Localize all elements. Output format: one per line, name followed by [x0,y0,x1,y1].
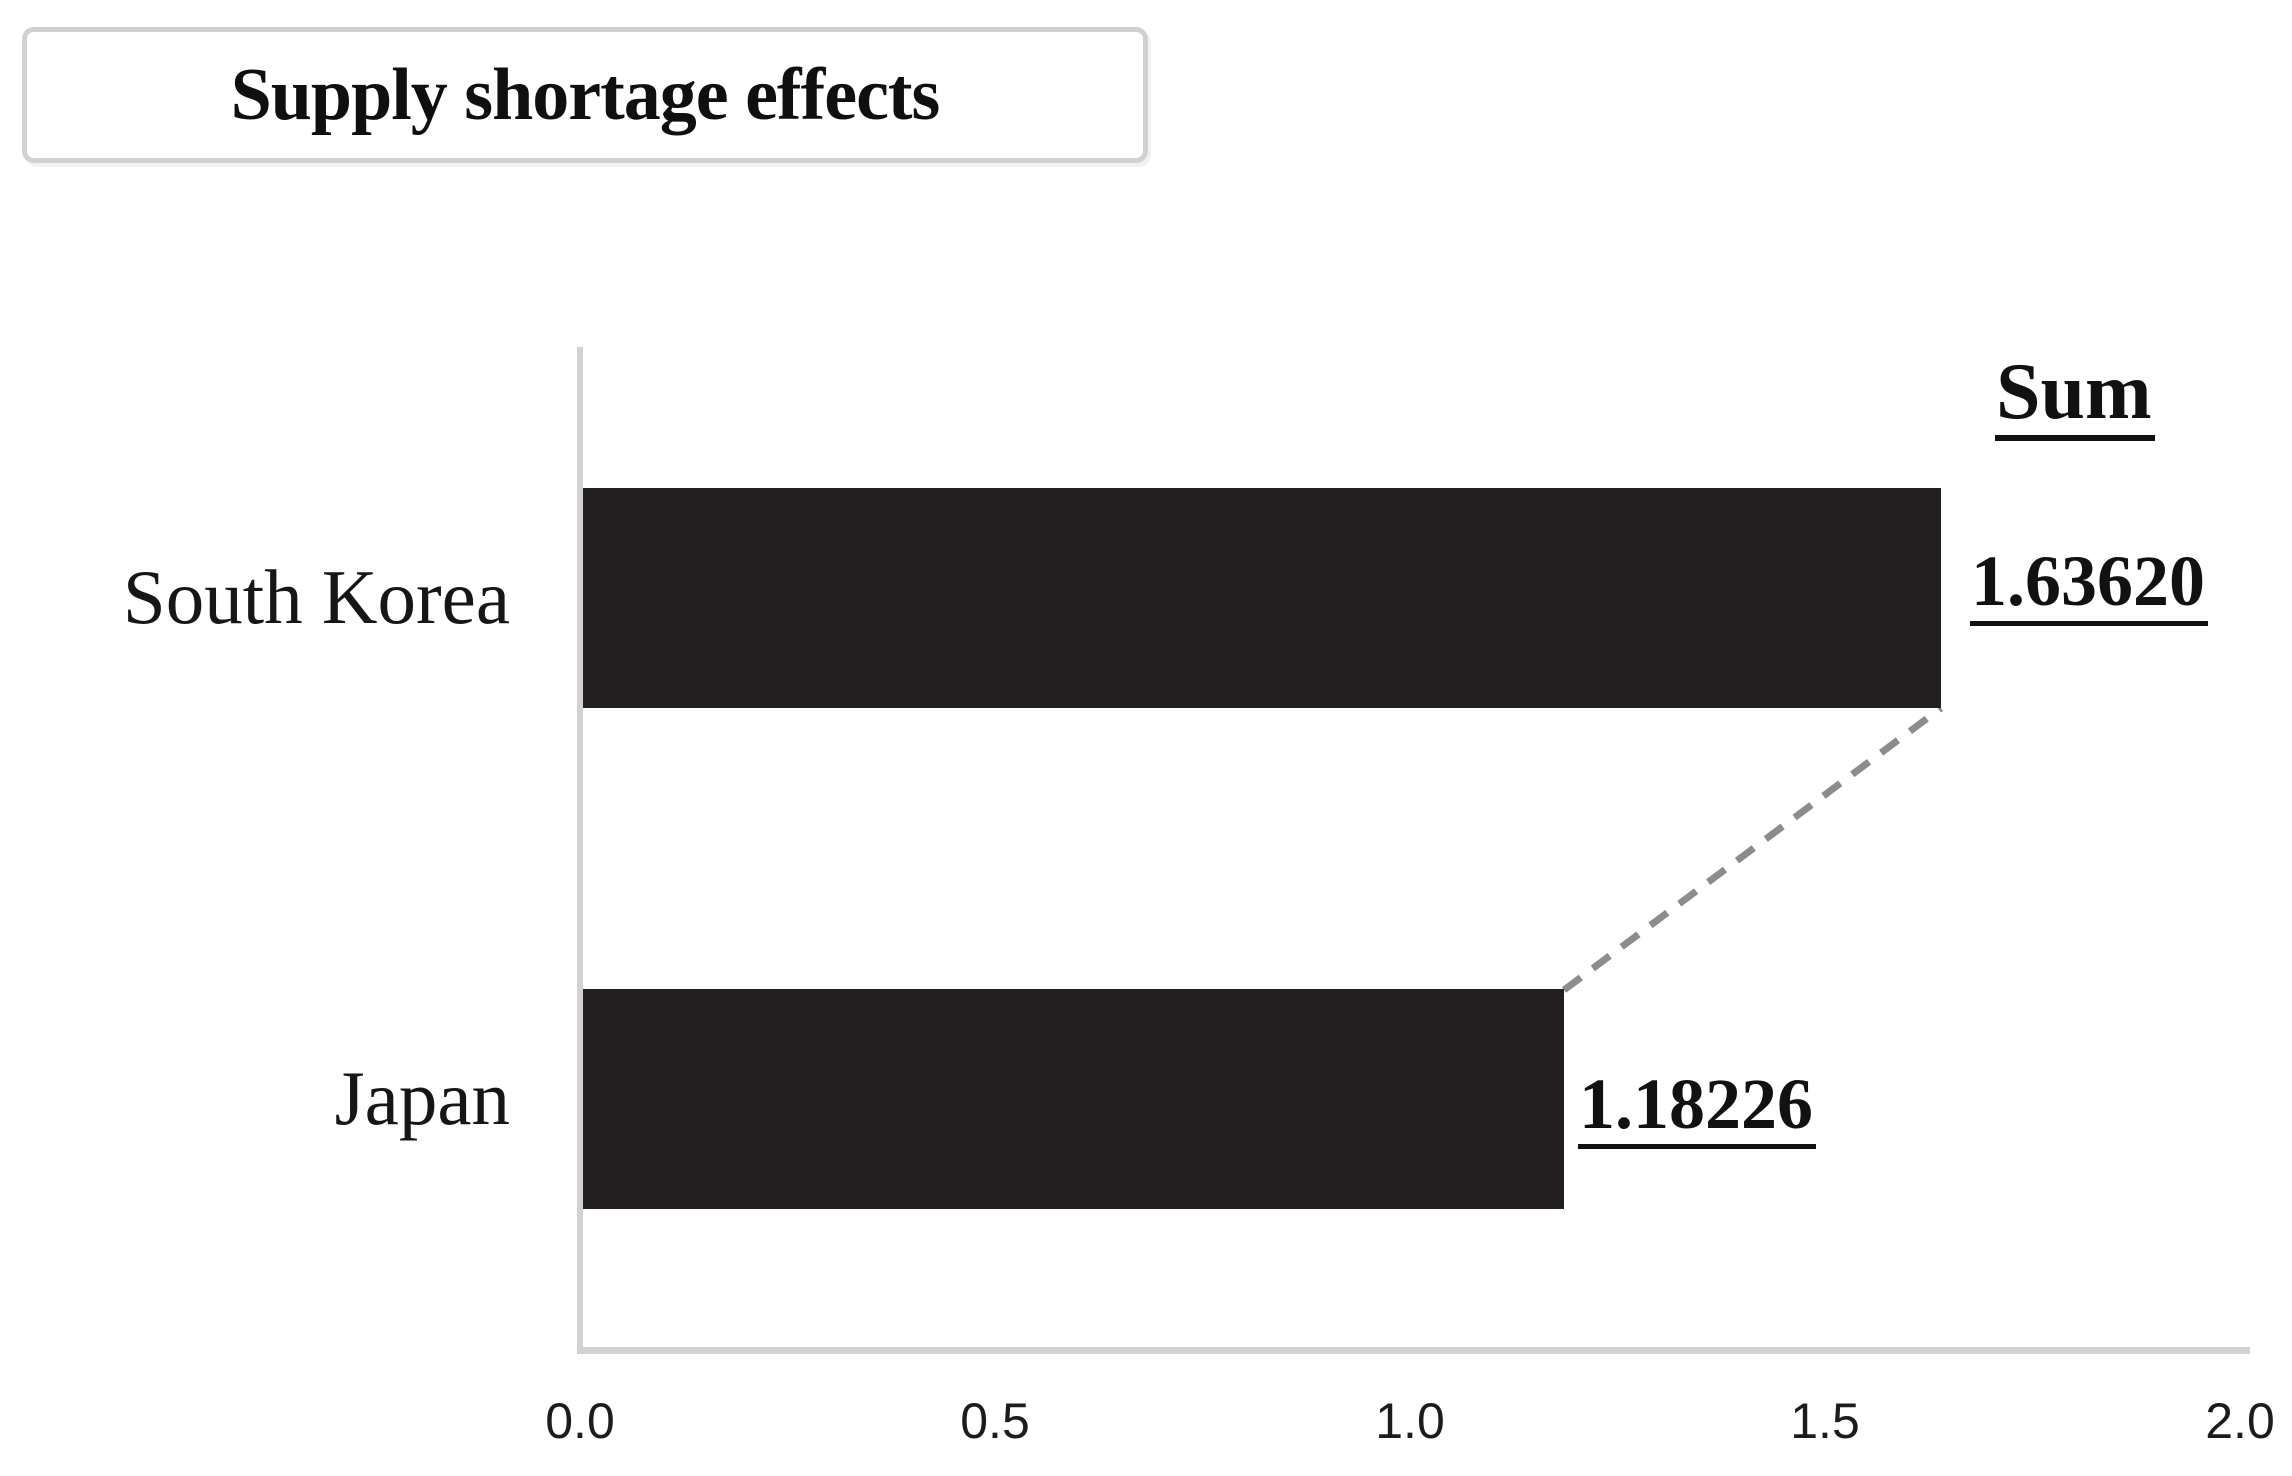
category-label-south-korea: South Korea [122,554,510,640]
connector-dashed-line [1561,705,1944,993]
value-label-south-korea: 1.63620 [1970,545,2208,626]
x-axis-line [577,1347,2250,1354]
y-axis-line [577,347,583,1353]
x-tick-label-2: 1.0 [1375,1393,1445,1449]
x-tick-label-1: 0.5 [960,1393,1030,1449]
sum-column-header: Sum [1995,352,2155,441]
x-tick-label-4: 2.0 [2205,1393,2275,1449]
value-label-japan: 1.18226 [1578,1068,1816,1149]
bar-south-korea [583,488,1941,708]
chart-title: Supply shortage effects [230,53,941,136]
bar-japan [583,989,1564,1209]
x-tick-label-3: 1.5 [1790,1393,1860,1449]
x-tick-label-0: 0.0 [545,1393,615,1449]
chart-title-box: Supply shortage effects [22,27,1148,163]
category-label-japan: Japan [334,1055,510,1141]
